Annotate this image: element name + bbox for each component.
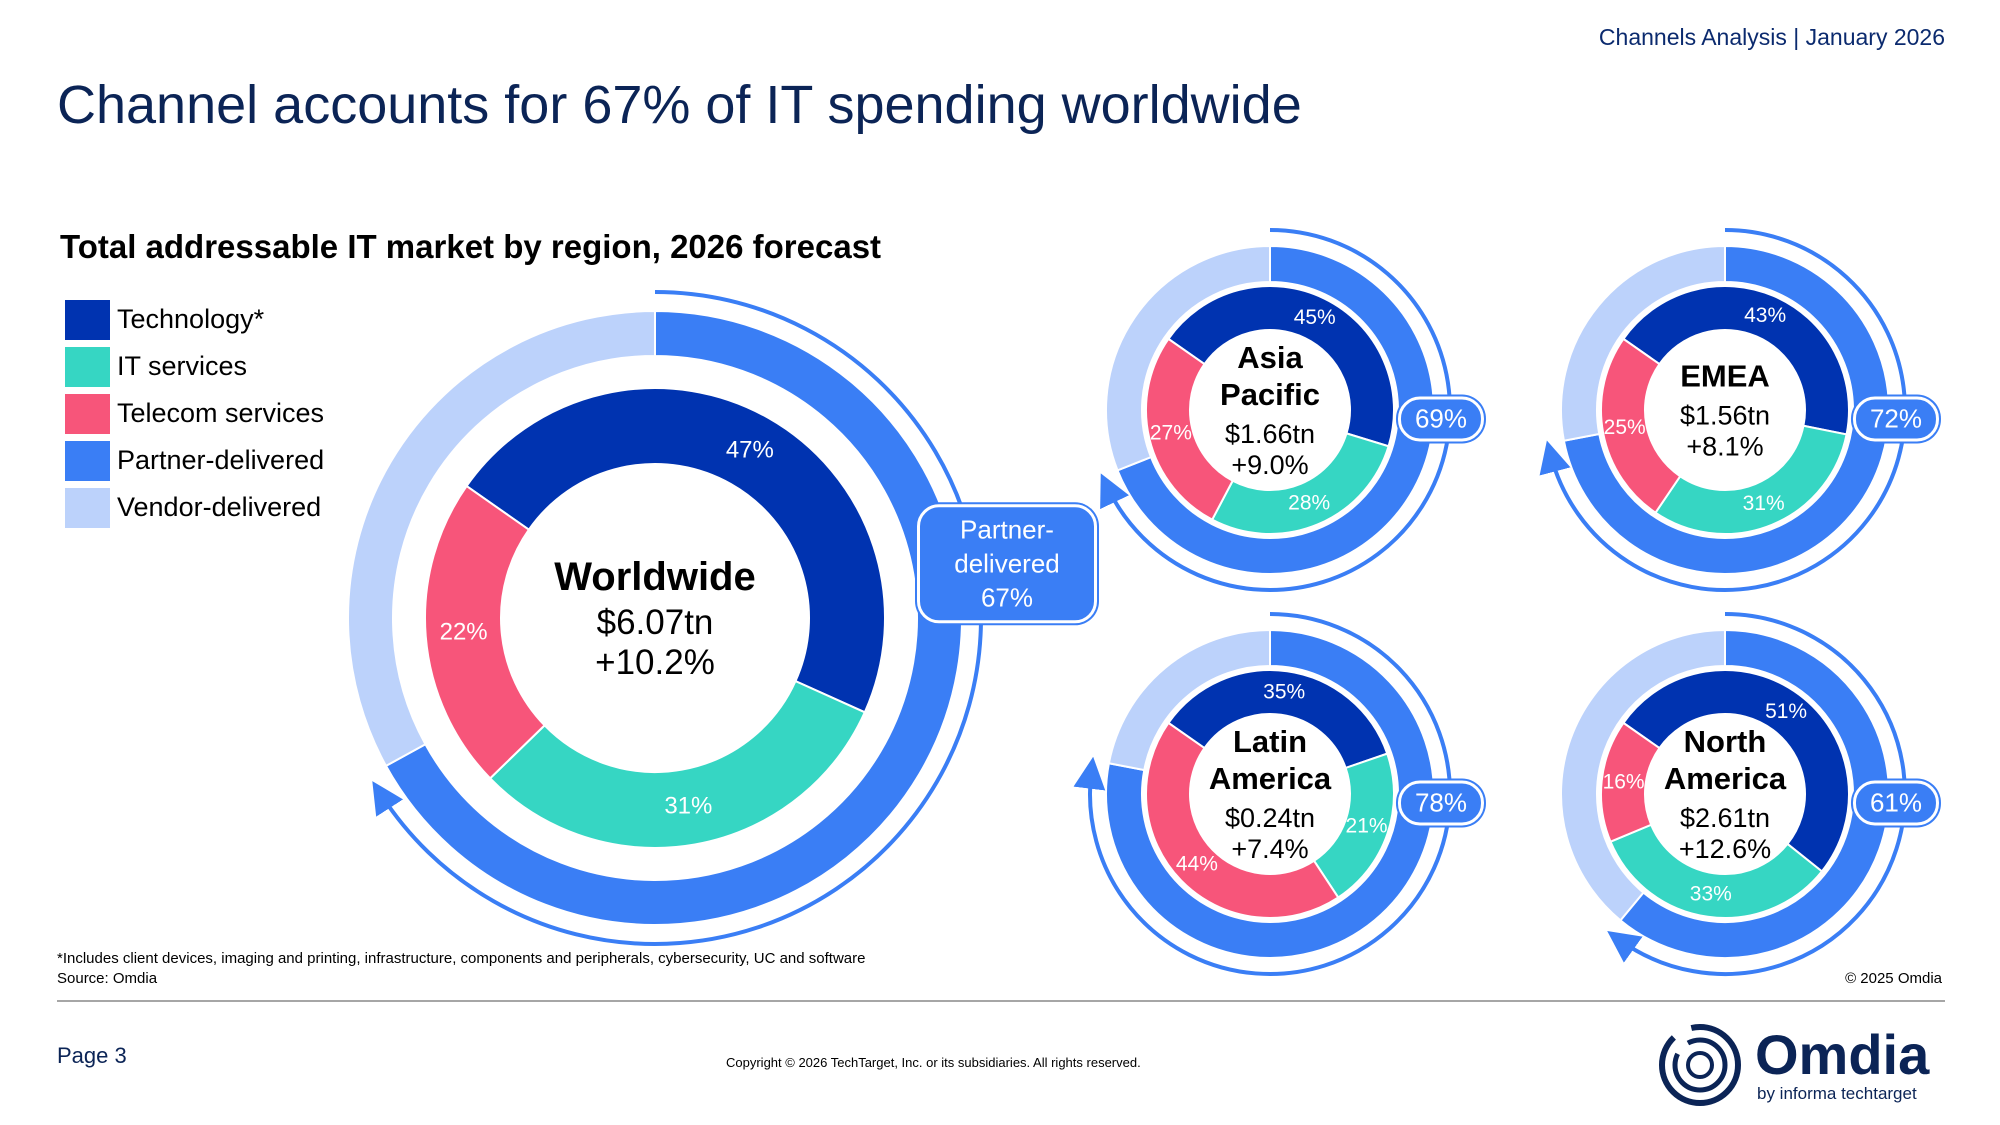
legend-label: Telecom services: [117, 398, 325, 428]
partner-callout: Partner-delivered 67%: [917, 504, 1097, 624]
inner-value-label: 16%: [1603, 771, 1645, 794]
logo-mark: [1659, 1024, 1741, 1106]
callout-value: 67%: [980, 581, 1034, 612]
inner-segment: [1622, 285, 1850, 436]
partner-arrow: [1100, 228, 1452, 592]
inner-value-label: 31%: [664, 792, 712, 819]
inner-segment: [1600, 337, 1682, 515]
legend-label: Partner-delivered: [117, 445, 325, 475]
callout-label: Partner-delivered: [954, 514, 1060, 579]
partner-arrow: [372, 290, 983, 946]
credit: © 2025 Omdia: [1845, 970, 1942, 987]
outer-segment: [1107, 628, 1271, 772]
inner-value-label: 35%: [1263, 681, 1305, 704]
market-total: $6.07tn: [596, 603, 714, 642]
inner-value-label: 33%: [1690, 883, 1732, 906]
growth: +7.4%: [1231, 834, 1309, 865]
inner-segment: [424, 484, 547, 780]
outer-segment: [347, 309, 656, 768]
outer-segment: [1559, 244, 1726, 442]
inner-value-label: 51%: [1765, 700, 1807, 723]
inner-segment: [1654, 424, 1848, 535]
copyright: Copyright © 2026 TechTarget, Inc. or its…: [726, 1055, 1141, 1070]
partner-arrow: [1539, 228, 1907, 592]
region-label: North America: [1663, 723, 1787, 796]
legend-swatch: [65, 394, 110, 434]
legend-label: Technology*: [117, 304, 265, 334]
inner-value-label: 45%: [1294, 306, 1336, 329]
inner-value-label: 27%: [1150, 422, 1192, 445]
legend-swatch: [65, 441, 110, 481]
inner-value-label: 21%: [1346, 814, 1388, 837]
partner-arrow: [1607, 612, 1907, 976]
partner-callout: 69%: [1397, 396, 1485, 442]
growth: +12.6%: [1678, 834, 1772, 865]
market-total: $0.24tn: [1224, 803, 1316, 834]
inner-value-label: 22%: [440, 619, 488, 646]
legend-swatch: [65, 347, 110, 387]
market-total: $2.61tn: [1679, 803, 1771, 834]
partner-arrow: [1073, 612, 1452, 976]
legend-label: IT services: [117, 351, 248, 381]
inner-segment: [1609, 823, 1824, 919]
slide-title: Channel accounts for 67% of IT spending …: [57, 75, 1302, 135]
inner-segment: [1210, 432, 1390, 535]
inner-segment: [488, 679, 867, 849]
inner-value-label: 47%: [726, 436, 774, 463]
region-label: EMEA: [1680, 358, 1770, 394]
inner-value-label: 25%: [1604, 416, 1646, 439]
partner-callout: 61%: [1852, 780, 1940, 826]
inner-segment: [1167, 285, 1395, 448]
growth: +10.2%: [595, 643, 715, 682]
growth: +8.1%: [1686, 431, 1764, 462]
center-text: EMEA $1.56tn +8.1%: [1660, 357, 1790, 462]
region-label: Asia Pacific: [1220, 339, 1320, 412]
inner-segment: [1145, 337, 1235, 522]
legend-swatch: [65, 300, 110, 340]
logo-sub: by informa techtarget: [1757, 1084, 1917, 1103]
inner-segment: [1167, 669, 1389, 770]
inner-segment: [1622, 668, 1851, 873]
inner-segment: [1600, 721, 1661, 843]
legend-label: Vendor-delivered: [117, 492, 322, 522]
chart-title: Total addressable IT market by region, 2…: [60, 228, 882, 265]
inner-value-label: 43%: [1744, 304, 1786, 327]
source: Source: Omdia: [57, 970, 158, 987]
inner-segment: [1145, 721, 1340, 919]
page-number: Page 3: [57, 1043, 127, 1068]
center-text: Asia Pacific $1.66tn +9.0%: [1205, 339, 1335, 481]
inner-value-label: 44%: [1176, 853, 1218, 876]
center-text: North America $2.61tn +12.6%: [1660, 723, 1790, 865]
outer-segment: [1105, 244, 1271, 472]
center-text: Worldwide $6.07tn +10.2%: [525, 553, 785, 683]
footnote: *Includes client devices, imaging and pr…: [57, 950, 866, 967]
market-total: $1.66tn: [1224, 419, 1316, 450]
outer-segment: [1619, 628, 1890, 959]
outer-segment: [1560, 628, 1726, 922]
growth: +9.0%: [1231, 450, 1309, 481]
partner-callout: 72%: [1852, 396, 1940, 442]
inner-value-label: 28%: [1288, 492, 1330, 515]
region-label: Latin America: [1208, 723, 1332, 796]
legend-swatch: [65, 488, 110, 528]
report-label: Channels Analysis | January 2026: [1598, 24, 1945, 50]
inner-value-label: 31%: [1743, 492, 1785, 515]
inner-segment: [465, 387, 886, 714]
market-total: $1.56tn: [1679, 400, 1771, 431]
partner-callout: 78%: [1397, 780, 1485, 826]
region-label: Worldwide: [554, 555, 756, 599]
logo: Omdia: [1755, 1023, 1930, 1086]
center-text: Latin America $0.24tn +7.4%: [1205, 723, 1335, 865]
